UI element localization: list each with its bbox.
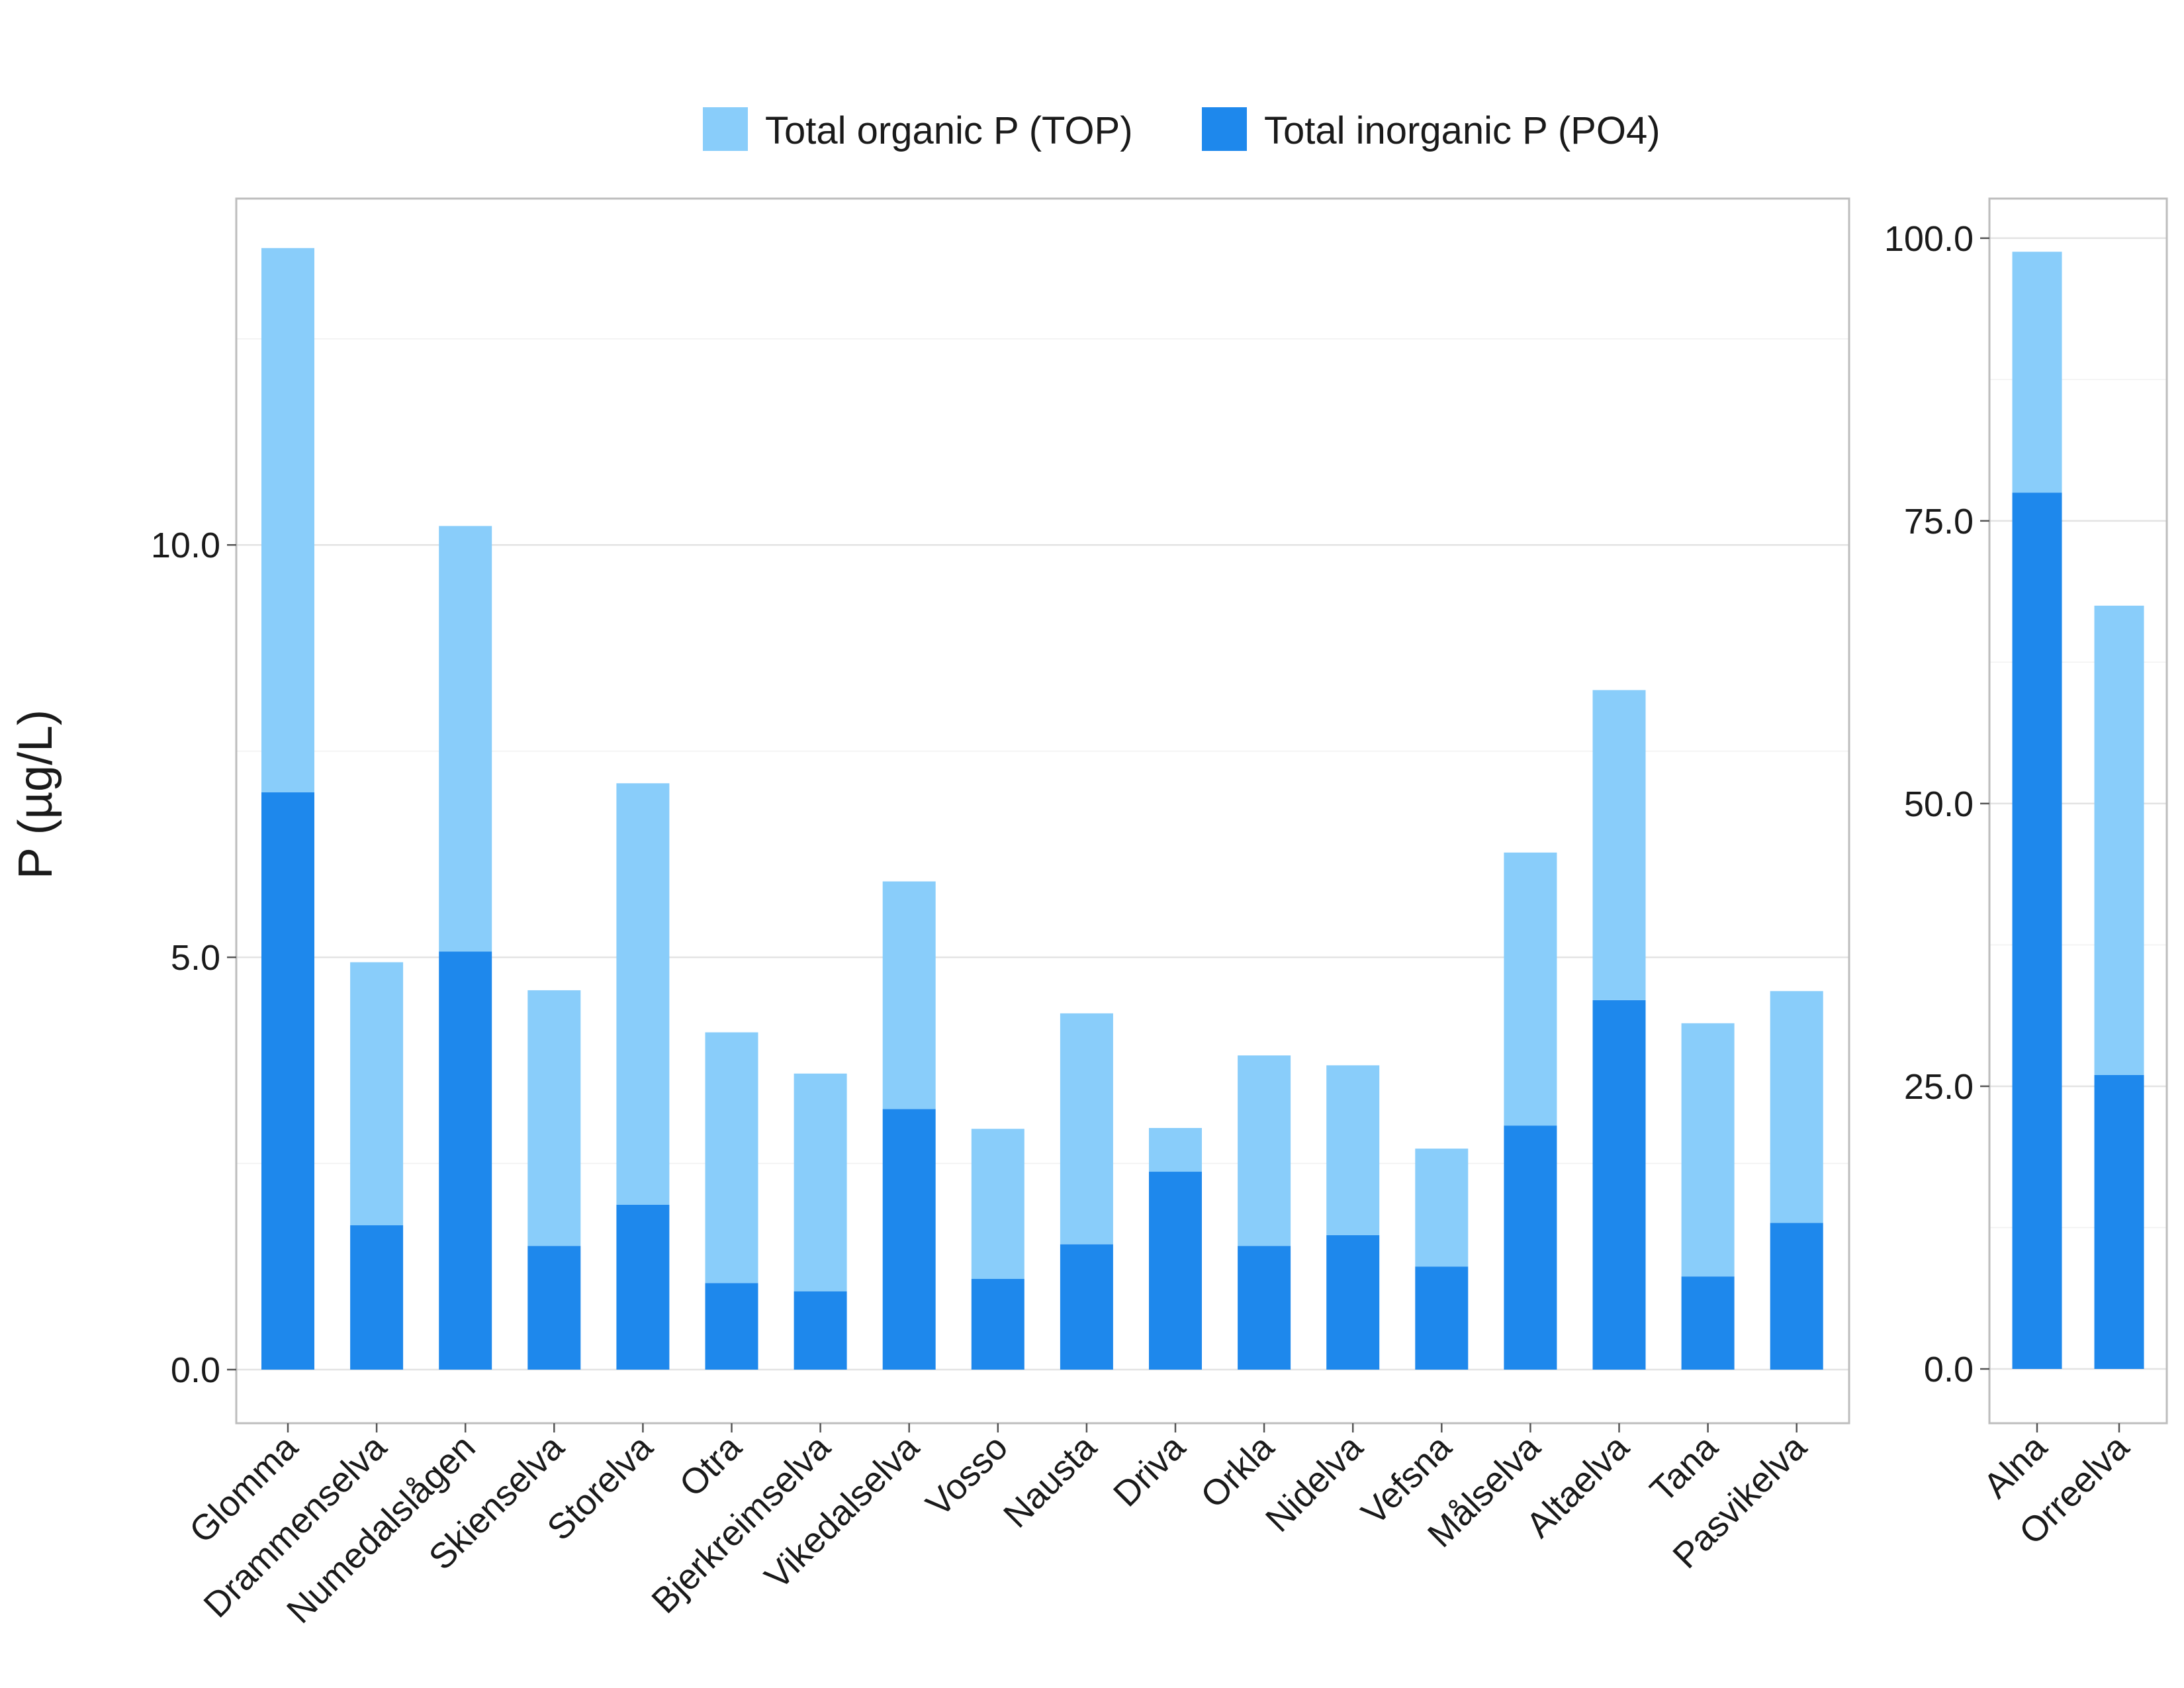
bar-skienselva-po4 — [527, 1246, 581, 1370]
bar-storelva-po4 — [616, 1204, 670, 1370]
bar-otra-po4 — [705, 1283, 758, 1370]
side-panel-border — [1988, 197, 2168, 1425]
y-tick-label: 100.0 — [1884, 219, 1974, 259]
bar-storelva-top — [616, 783, 670, 1205]
bar-nausta-top — [1060, 1013, 1113, 1244]
legend-label-po4: Total inorganic P (PO4) — [1264, 109, 1661, 152]
bar-orreelva-top — [2094, 605, 2144, 1075]
bar-pasvikelva-po4 — [1770, 1223, 1823, 1370]
y-tick-label: 75.0 — [1904, 502, 1974, 541]
y-tick-label: 5.0 — [171, 938, 220, 978]
bar-vikedalselva-po4 — [882, 1109, 936, 1370]
panel-main: 0.0 5.0 10.0 GlommaDrammenselvaNumedalslåg… — [151, 197, 1850, 1631]
bar-altaelva-top — [1592, 690, 1646, 1000]
bar-pasvikelva-top — [1770, 991, 1823, 1223]
bar-tana-top — [1681, 1023, 1735, 1277]
bar-orkla-po4 — [1238, 1246, 1291, 1370]
bar-alna-top — [2012, 252, 2062, 493]
bar-nidelva-top — [1326, 1065, 1380, 1235]
bar-malselva-top — [1504, 852, 1557, 1126]
x-tick-label-otra: Otra — [672, 1427, 749, 1504]
x-tick-label-driva: Driva — [1106, 1427, 1193, 1514]
bar-malselva-po4 — [1504, 1125, 1557, 1370]
bar-altaelva-po4 — [1592, 1000, 1646, 1370]
bar-alna-po4 — [2012, 492, 2062, 1370]
bar-orkla-top — [1238, 1055, 1291, 1246]
main-bars — [261, 248, 1823, 1370]
bar-vosso-top — [971, 1129, 1024, 1279]
bar-vefsna-top — [1415, 1149, 1469, 1267]
x-tick-label-nidelva: Nidelva — [1258, 1427, 1371, 1539]
bar-glomma-top — [261, 248, 314, 792]
bar-otra-top — [705, 1032, 758, 1284]
bar-bjerkreimselva-top — [794, 1073, 847, 1291]
main-x-ticks: GlommaDrammenselvaNumedalslågenSkienselv… — [182, 1423, 1815, 1631]
bar-nidelva-po4 — [1326, 1235, 1380, 1370]
legend-swatch-po4 — [1202, 107, 1247, 151]
bar-drammenselva-po4 — [350, 1225, 404, 1370]
legend-swatch-top — [703, 107, 748, 151]
bar-tana-po4 — [1681, 1276, 1735, 1370]
x-tick-label-nausta: Nausta — [996, 1427, 1105, 1535]
bar-glomma-po4 — [261, 792, 314, 1370]
y-tick-label: 0.0 — [1924, 1350, 1974, 1389]
main-panel-border — [235, 197, 1850, 1425]
bar-vosso-po4 — [971, 1278, 1024, 1370]
legend: Total organic P (TOP) Total inorganic P … — [703, 107, 1661, 152]
side-y-ticks: 0.0 25.0 50.0 75.0 100.0 — [1884, 219, 1989, 1389]
bar-bjerkreimselva-po4 — [794, 1291, 847, 1370]
bar-vefsna-po4 — [1415, 1266, 1469, 1370]
side-bars — [2012, 252, 2144, 1370]
bar-drammenselva-top — [350, 962, 404, 1226]
main-y-ticks: 0.0 5.0 10.0 — [151, 526, 236, 1390]
x-tick-label-tana: Tana — [1643, 1427, 1726, 1510]
y-tick-label: 25.0 — [1904, 1067, 1974, 1107]
bar-nausta-po4 — [1060, 1244, 1113, 1370]
bar-numedalslagen-top — [439, 526, 492, 952]
y-tick-label: 50.0 — [1904, 784, 1974, 824]
bar-driva-top — [1149, 1128, 1202, 1172]
y-tick-label: 10.0 — [151, 526, 220, 565]
bar-orreelva-po4 — [2094, 1074, 2144, 1370]
legend-label-top: Total organic P (TOP) — [765, 109, 1133, 152]
bar-skienselva-top — [527, 990, 581, 1246]
bar-driva-po4 — [1149, 1172, 1202, 1370]
y-axis-title: P (µg/L) — [9, 710, 62, 879]
x-tick-label-vikedalselva: Vikedalselva — [757, 1427, 927, 1597]
y-tick-label: 0.0 — [171, 1350, 220, 1390]
bar-numedalslagen-po4 — [439, 951, 492, 1370]
main-gridlines — [236, 338, 1849, 1371]
bar-vikedalselva-top — [882, 881, 936, 1109]
